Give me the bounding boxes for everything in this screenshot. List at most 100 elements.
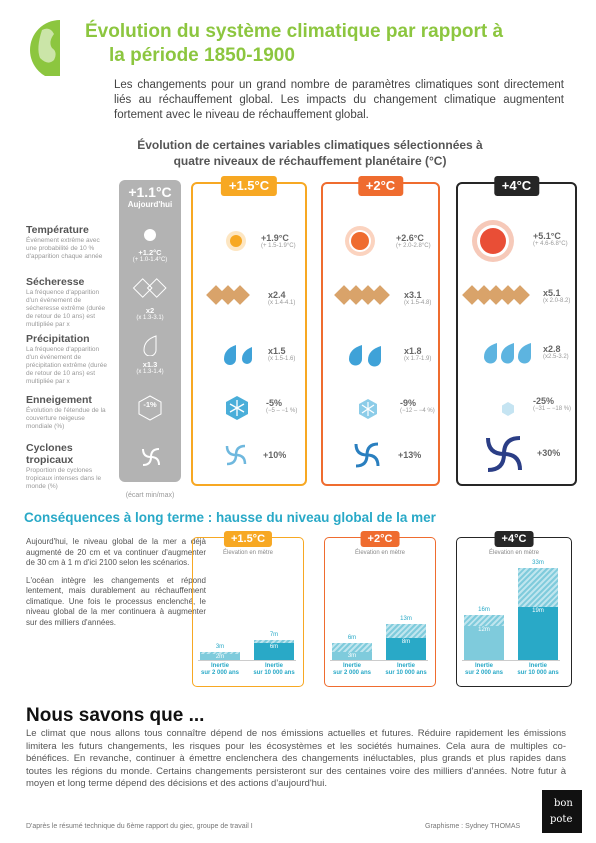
- bar-min-value: [518, 606, 558, 660]
- value-snow-4: -25% (−31 – −18 %): [533, 396, 572, 412]
- row-label-temperature: Température Événement extrême avec une pr…: [26, 224, 103, 260]
- value-snow-2: -9% (−12 – −4 %): [400, 398, 435, 414]
- page-title: Évolution du système climatique par rapp…: [85, 21, 504, 66]
- bar-inertia-label: Inertie sur 10 000 ans: [517, 663, 559, 676]
- raindrop-icon: [484, 343, 531, 364]
- today-header: +1.1°C Aujourd'hui: [127, 184, 173, 209]
- credit-note: Graphisme : Sydney THOMAS: [425, 823, 521, 830]
- value-temp-2: +2.6°C (+ 2.0-2.8°C): [396, 233, 431, 249]
- conclusion-text: Le climat que nous allons tous connaître…: [26, 728, 566, 790]
- bar-inertia-label: Inertie sur 2 000 ans: [332, 663, 372, 676]
- snowflake-icon: [138, 395, 162, 421]
- bar-inertia-label: Inertie sur 10 000 ans: [385, 663, 427, 676]
- sea-panel-tag: +2°C: [360, 531, 400, 547]
- sun-icon: [226, 231, 246, 251]
- bar-max-range: [518, 567, 558, 607]
- value-cyclone-15: +10%: [263, 450, 287, 460]
- bar-min-label: 8m: [401, 638, 411, 645]
- value-precip-2: x1.8 (x 1.7-1.9): [404, 346, 432, 362]
- panel-1-5: +1.5°C: [191, 176, 307, 486]
- value-drought-2: x3.1 (x 1.5-4.8): [404, 290, 432, 306]
- sea-panel-subtitle: Élevation en mètre: [488, 550, 540, 556]
- bar-min-value: [386, 637, 426, 660]
- bar-inertia-label: Inertie sur 2 000 ans: [200, 663, 240, 676]
- drought-icon: [132, 278, 167, 298]
- bar-min-value: [464, 626, 504, 660]
- sea-panel-1-5: +1.5°C Élevation en mètre: [192, 531, 304, 687]
- today-value-precipitation: x1.3 (x 1.3-1.4): [136, 360, 164, 375]
- raindrop-icon: [143, 335, 157, 356]
- drought-icon: [206, 285, 250, 305]
- bon-pote-logo: bon pote: [542, 790, 582, 833]
- bar-max-label: 3m: [215, 643, 225, 650]
- sea-level-title: Conséquences à long terme : hausse du ni…: [24, 510, 436, 525]
- sea-panel-tag: +1.5°C: [223, 531, 273, 547]
- section-subtitle: Évolution de certaines variables climati…: [137, 138, 483, 168]
- bar-baseline: [330, 660, 428, 661]
- row-label-secheresse: Sécheresse La fréquence d'apparition d'un…: [26, 276, 106, 328]
- bar-max-label: 7m: [269, 632, 279, 639]
- snowflake-icon: [226, 396, 248, 420]
- bar-min-value: [332, 651, 372, 660]
- bar-baseline: [198, 660, 296, 661]
- raindrop-icon: [224, 345, 252, 365]
- panel-tag: +2°C: [357, 176, 404, 196]
- today-value-enneigement: -1%: [143, 400, 157, 409]
- value-drought-15: x2.4 (x 1.4-4.1): [268, 290, 296, 306]
- today-value-temperature: +1.2°C (+ 1.0-1.4°C): [132, 248, 168, 263]
- cyclone-icon: [225, 444, 247, 466]
- bar-min-label: 6m: [269, 644, 279, 651]
- row-label-cyclones: Cyclones tropicaux Proportion de cyclones…: [26, 442, 102, 490]
- value-snow-15: -5% (−5 – −1 %): [266, 398, 298, 414]
- row-label-precipitation: Précipitation La fréquence d'apparition d…: [26, 333, 107, 385]
- bar-max-label: 13m: [400, 615, 412, 622]
- sea-panel-tag: +4°C: [494, 531, 534, 547]
- bar-max-label: 33m: [532, 559, 544, 566]
- bar-max-range: [332, 643, 372, 652]
- logo-text-bottom: pote: [550, 814, 573, 825]
- sea-level-text: Aujourd'hui, le niveau global de la mer …: [26, 537, 206, 627]
- globe-icon: [30, 20, 60, 76]
- bar-min-label: 3m: [347, 652, 357, 659]
- bar-min-label: 2m: [215, 654, 225, 660]
- cyclone-icon: [354, 442, 380, 468]
- intro-text: Les changements pour un grand nombre de …: [114, 79, 564, 121]
- bar-min-label: 19m: [532, 607, 544, 614]
- snowflake-icon: [502, 402, 514, 416]
- panel-2: +2°C: [321, 176, 440, 486]
- ecart-note: (écart min/max): [125, 492, 175, 499]
- sea-panel-2: +2°C Élevation en mètre: [324, 531, 436, 687]
- value-drought-4: x5.1 (x 2.0-8.2): [543, 288, 571, 304]
- panel-4: +4°C: [456, 176, 577, 486]
- value-temp-4: +5.1°C (+ 4.6-6.8°C): [533, 231, 568, 247]
- raindrop-icon: [349, 345, 381, 367]
- value-cyclone-2: +13%: [398, 450, 422, 460]
- bar-max-range: [200, 651, 240, 655]
- drought-icon: [462, 285, 530, 305]
- value-precip-15: x1.5 (x 1.5-1.6): [268, 346, 296, 362]
- sun-icon: [472, 220, 514, 262]
- bar-max-range: [254, 640, 294, 644]
- bar-min-value: [200, 654, 240, 660]
- sea-panel-4: +4°C Élevation en mètre: [456, 531, 572, 687]
- sun-icon: [345, 226, 375, 256]
- bar-inertia-label: Inertie sur 10 000 ans: [253, 663, 295, 676]
- bar-min-label: 12m: [478, 627, 490, 634]
- cyclone-icon: [486, 436, 522, 472]
- value-precip-4: x2.8 (x2.5-3.2): [543, 344, 569, 360]
- panel-tag: +4°C: [493, 176, 540, 196]
- sea-panel-subtitle: Élevation en mètre: [354, 550, 406, 556]
- bar-inertia-label: Inertie sur 2 000 ans: [464, 663, 504, 676]
- cyclone-icon: [142, 448, 160, 466]
- logo-text-top: bon: [554, 798, 573, 809]
- snowflake-icon: [359, 399, 377, 419]
- value-cyclone-4: +30%: [537, 448, 561, 458]
- sun-icon: [144, 229, 156, 241]
- today-value-secheresse: x2 (x 1.3-3.1): [136, 306, 164, 321]
- source-note: D'après le résumé technique du 6ème rapp…: [26, 823, 253, 830]
- bar-max-label: 6m: [347, 635, 357, 642]
- bar-min-value: [254, 643, 294, 660]
- bar-max-range: [464, 615, 504, 627]
- bar-max-label: 16m: [478, 607, 490, 614]
- bar-max-range: [386, 623, 426, 638]
